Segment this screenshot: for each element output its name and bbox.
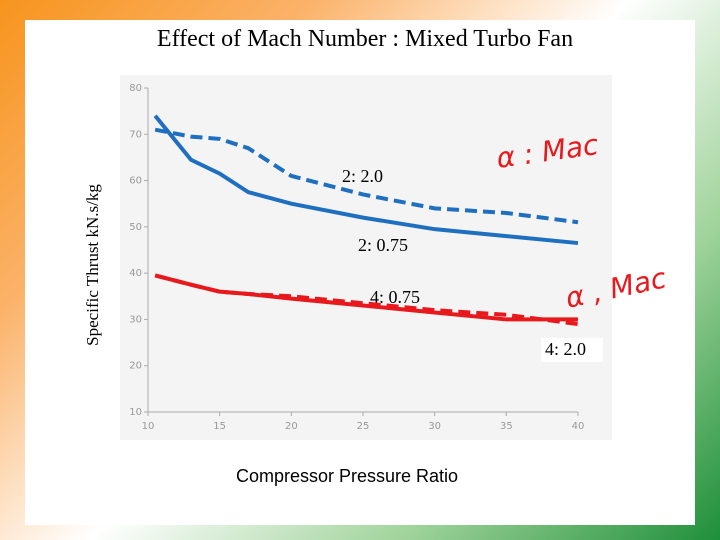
x-tick-label: 35 <box>500 421 513 432</box>
x-tick-label: 10 <box>142 421 155 432</box>
x-tick-label: 40 <box>572 421 585 432</box>
y-tick-label: 70 <box>129 129 142 140</box>
y-tick-label: 20 <box>129 361 142 372</box>
y-tick-label: 30 <box>129 314 142 325</box>
x-tick-label: 30 <box>428 421 441 432</box>
series-line <box>153 114 579 246</box>
y-tick-label: 80 <box>129 83 142 94</box>
x-tick-label: 15 <box>213 421 226 432</box>
chart-title: Effect of Mach Number : Mixed Turbo Fan <box>157 26 573 52</box>
x-tick-label: 25 <box>357 421 370 432</box>
scan-area <box>120 75 612 440</box>
label-box <box>541 338 603 362</box>
y-tick-label: 50 <box>129 222 142 233</box>
series-label: 2: 2.0 <box>342 166 383 186</box>
y-tick-label: 40 <box>129 268 142 279</box>
y-tick-label: 10 <box>129 407 142 418</box>
series-line <box>154 273 579 327</box>
series-label: 4: 0.75 <box>370 287 420 307</box>
series-label: 4: 2.0 <box>545 339 586 359</box>
x-axis-label: Compressor Pressure Ratio <box>236 466 458 486</box>
x-tick-label: 20 <box>285 421 298 432</box>
y-axis-label: Specific Thrust kN.s/kg <box>83 184 102 346</box>
series-line <box>154 127 579 225</box>
series-label: 2: 0.75 <box>358 235 408 255</box>
y-tick-label: 60 <box>129 176 142 187</box>
